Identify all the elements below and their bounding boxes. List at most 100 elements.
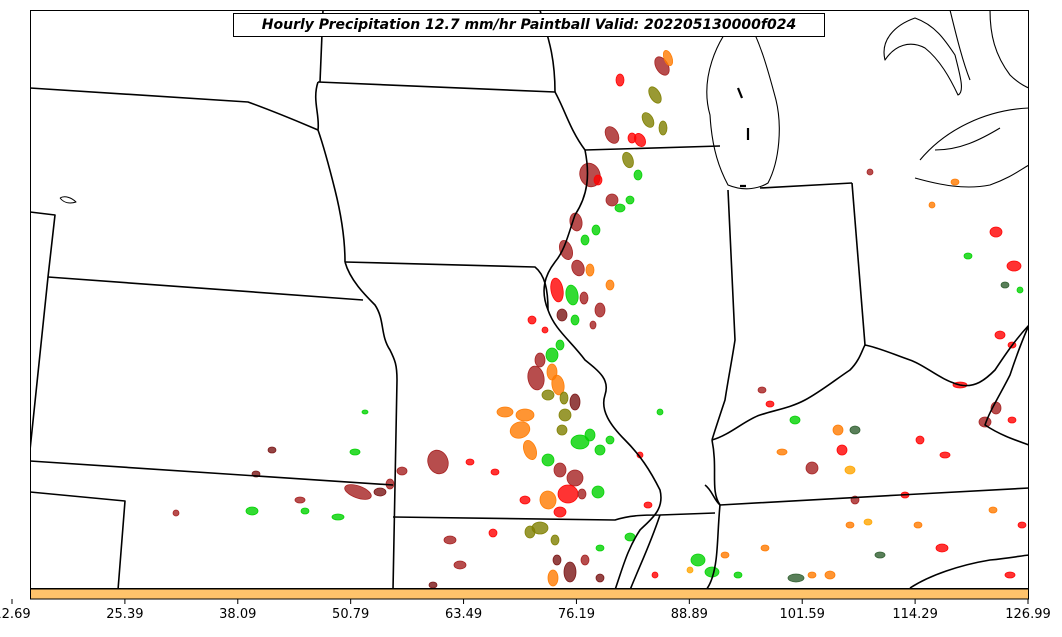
precip-paintball bbox=[757, 386, 767, 394]
precip-paintball bbox=[556, 424, 568, 436]
precip-paintball bbox=[579, 291, 589, 305]
precip-paintball bbox=[643, 501, 653, 509]
precip-paintball bbox=[580, 234, 590, 246]
precip-paintball bbox=[396, 466, 408, 476]
colorbar-tick-label: 12.69 bbox=[0, 607, 31, 622]
precip-paintball bbox=[349, 448, 361, 456]
precip-paintball bbox=[1000, 281, 1010, 289]
precip-paintball bbox=[928, 201, 936, 209]
precip-paintball bbox=[1017, 521, 1027, 529]
precip-paintball bbox=[963, 252, 973, 260]
illinois-north-border bbox=[584, 145, 721, 151]
precip-paintball bbox=[915, 435, 925, 445]
iowa-north-border bbox=[317, 81, 586, 151]
precip-paintball bbox=[577, 488, 587, 500]
precip-paintball bbox=[515, 408, 535, 422]
precip-paintball bbox=[267, 446, 277, 454]
precip-paintball bbox=[361, 409, 369, 415]
precip-paintball bbox=[570, 314, 580, 326]
precip-paintball bbox=[1007, 416, 1017, 424]
precip-paintball bbox=[519, 495, 531, 505]
precip-paintball bbox=[555, 339, 565, 351]
precip-paintball bbox=[866, 168, 874, 176]
precip-paintball bbox=[427, 449, 449, 475]
precip-paintball bbox=[591, 224, 601, 236]
precip-paintball bbox=[622, 151, 634, 169]
indiana-ohio-border bbox=[851, 182, 866, 346]
precip-paintball bbox=[760, 544, 770, 552]
precip-paintball bbox=[950, 178, 960, 186]
precip-paintball bbox=[844, 465, 856, 475]
precip-paintball bbox=[595, 573, 605, 583]
precip-paintball bbox=[490, 468, 500, 476]
precip-paintball bbox=[1004, 571, 1016, 579]
precip-paintball bbox=[580, 554, 590, 566]
precip-paintball bbox=[539, 490, 557, 510]
precip-paintball bbox=[605, 193, 619, 207]
precip-paintball bbox=[344, 484, 372, 500]
precip-paintball bbox=[662, 49, 674, 67]
precip-paintball bbox=[634, 133, 646, 147]
oklahoma-panhandle-border bbox=[30, 491, 126, 588]
missouri-west-border bbox=[344, 261, 398, 588]
colorado-nebraska-border bbox=[30, 211, 56, 451]
precip-paintball bbox=[874, 551, 886, 559]
precip-paintball bbox=[935, 543, 949, 553]
precip-paintball bbox=[443, 535, 457, 545]
michigan-islands bbox=[736, 87, 750, 188]
colorbar-tick-label: 25.39 bbox=[106, 607, 144, 622]
precip-paintball bbox=[465, 458, 475, 466]
kansas-south-border bbox=[30, 460, 394, 486]
lake-erie-shore bbox=[914, 107, 1029, 188]
precip-paintball bbox=[523, 439, 537, 461]
iowa-west-border bbox=[314, 81, 346, 263]
small-lake bbox=[59, 196, 77, 204]
colorbar-tick-label: 38.09 bbox=[219, 607, 257, 622]
precip-paintball bbox=[541, 389, 555, 401]
precip-paintball bbox=[331, 513, 345, 521]
precip-paintball bbox=[553, 506, 567, 518]
precip-paintball bbox=[570, 434, 590, 450]
precip-paintball bbox=[807, 571, 817, 579]
colorbar-tick-label: 63.49 bbox=[444, 607, 483, 622]
precip-paintball bbox=[733, 571, 743, 579]
nebraska-north-border bbox=[30, 87, 319, 131]
missouri-south-border bbox=[392, 512, 716, 521]
kentucky-south-border bbox=[719, 487, 1029, 506]
precip-paintball bbox=[604, 126, 620, 144]
precip-paintball bbox=[989, 226, 1003, 238]
precip-paintball bbox=[593, 174, 603, 186]
kentucky-west-border bbox=[711, 439, 721, 506]
precip-paintball bbox=[690, 553, 706, 567]
precip-paintball bbox=[589, 320, 597, 330]
precip-paintball bbox=[824, 570, 836, 580]
upper-coast bbox=[949, 10, 1029, 89]
precip-paintball bbox=[509, 421, 531, 439]
precip-paintball bbox=[557, 484, 579, 504]
precip-paintball bbox=[720, 551, 730, 559]
precip-paintball bbox=[988, 506, 998, 514]
precip-paintball bbox=[559, 239, 573, 261]
precip-paintball bbox=[373, 487, 387, 497]
precip-paintball bbox=[805, 461, 819, 475]
kansas-north-border bbox=[47, 276, 364, 301]
precip-paintball bbox=[541, 453, 555, 467]
precip-paintball bbox=[545, 347, 559, 363]
colorbar-tick-label: 88.89 bbox=[670, 607, 708, 622]
precip-paintball bbox=[550, 277, 564, 303]
precip-paintball bbox=[584, 428, 596, 442]
precip-paintball bbox=[832, 424, 844, 436]
precip-paintball bbox=[658, 120, 668, 136]
precip-paintball bbox=[300, 507, 310, 515]
precip-paintball bbox=[569, 212, 583, 232]
missouri-north-border bbox=[344, 261, 549, 311]
precip-paintball bbox=[550, 534, 560, 546]
precip-paintball bbox=[641, 112, 655, 128]
precip-paintball bbox=[1016, 286, 1024, 294]
precip-paintball bbox=[541, 326, 549, 334]
precip-paintball bbox=[633, 169, 643, 181]
illinois-indiana-border bbox=[711, 189, 736, 441]
colorbar-tick-label: 50.79 bbox=[332, 607, 370, 622]
precip-paintball bbox=[789, 415, 801, 425]
